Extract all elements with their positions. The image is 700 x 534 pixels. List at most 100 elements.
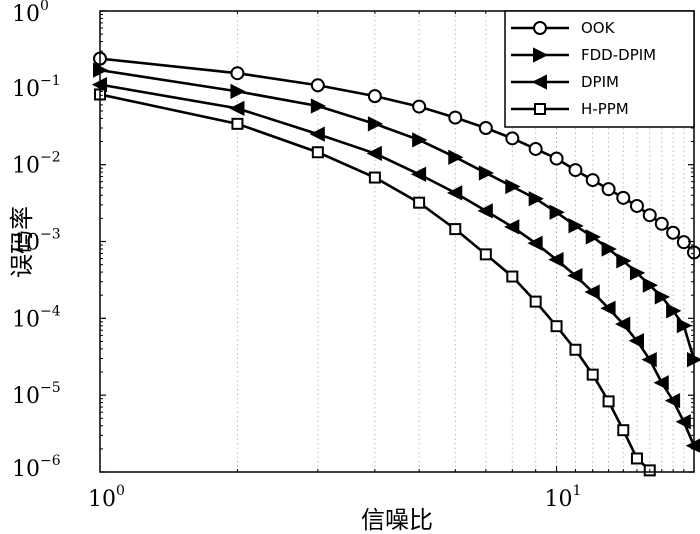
y-tick-label: 10−2 xyxy=(12,150,61,179)
legend-label: H-PPM xyxy=(581,100,629,118)
legend-label: DPIM xyxy=(581,73,619,91)
data-point-marker xyxy=(230,83,246,99)
x-axis-title: 信噪比 xyxy=(361,506,433,534)
data-point-marker xyxy=(550,320,563,333)
data-point-marker xyxy=(676,317,693,334)
data-point-marker xyxy=(309,126,325,142)
data-point-marker xyxy=(602,395,615,408)
series-fdd-dpim xyxy=(93,62,700,368)
data-point-marker xyxy=(229,100,245,117)
data-point-marker xyxy=(653,375,669,391)
data-point-marker xyxy=(366,145,382,162)
data-point-marker xyxy=(586,368,599,381)
data-point-marker xyxy=(654,216,669,231)
data-point-marker xyxy=(615,316,631,332)
legend-entry: DPIM xyxy=(511,73,619,91)
legend-entry: H-PPM xyxy=(511,100,629,118)
data-point-marker xyxy=(449,223,462,236)
data-point-marker xyxy=(413,196,426,209)
data-point-marker xyxy=(477,203,493,219)
legend-label: FDD-DPIM xyxy=(581,46,656,64)
legend-entry: FDD-DPIM xyxy=(511,46,656,64)
data-point-marker xyxy=(527,235,543,251)
data-point-marker xyxy=(506,270,519,283)
data-point-marker xyxy=(549,151,564,166)
data-point-marker xyxy=(528,191,544,207)
data-point-marker xyxy=(654,289,671,305)
data-point-marker xyxy=(617,424,630,437)
data-point-marker xyxy=(675,414,691,430)
series-line xyxy=(99,93,651,472)
data-point-marker xyxy=(616,190,631,205)
data-point-marker xyxy=(642,277,658,293)
data-point-marker xyxy=(569,343,582,356)
data-point-marker xyxy=(666,303,682,319)
data-point-marker xyxy=(504,219,520,235)
data-point-marker xyxy=(584,284,600,300)
data-point-marker xyxy=(478,165,495,181)
data-point-marker xyxy=(629,198,644,213)
data-point-marker xyxy=(505,178,521,195)
data-point-marker xyxy=(529,295,542,308)
data-point-marker xyxy=(412,99,427,114)
data-point-marker xyxy=(478,121,493,136)
legend-marker xyxy=(533,21,547,35)
data-point-marker xyxy=(676,235,691,250)
series-dpim xyxy=(91,77,700,453)
data-point-marker xyxy=(666,225,681,240)
data-point-marker xyxy=(528,141,543,156)
data-point-marker xyxy=(412,132,428,148)
data-point-marker xyxy=(479,248,492,261)
y-tick-label: 10−6 xyxy=(12,453,61,482)
data-point-marker xyxy=(585,173,600,188)
data-point-marker xyxy=(664,392,681,409)
data-point-marker xyxy=(548,252,564,268)
data-point-marker xyxy=(601,241,617,257)
data-point-marker xyxy=(630,452,643,465)
legend: OOK FDD-DPIM DPIM H-PPM xyxy=(504,10,695,128)
data-point-marker xyxy=(641,352,657,368)
legend-marker xyxy=(533,47,549,63)
legend-label: OOK xyxy=(581,19,616,37)
legend-marker xyxy=(531,74,547,90)
y-tick-label: 10−1 xyxy=(12,73,61,102)
data-point-marker xyxy=(310,98,327,114)
data-point-marker xyxy=(642,208,657,223)
data-point-marker xyxy=(230,66,245,81)
data-point-marker xyxy=(448,110,463,125)
series-ook xyxy=(93,51,700,260)
series-h-ppm xyxy=(94,88,656,477)
y-tick-label: 10−5 xyxy=(12,380,61,409)
data-point-marker xyxy=(600,300,616,316)
data-point-marker xyxy=(310,78,325,93)
data-point-marker xyxy=(585,229,601,245)
x-tick-label: 101 xyxy=(545,483,582,512)
data-point-marker xyxy=(628,333,644,349)
data-point-marker xyxy=(616,253,632,269)
data-point-marker xyxy=(568,163,583,178)
y-tick-label: 10−4 xyxy=(12,303,61,332)
data-point-marker xyxy=(447,185,463,201)
series-line xyxy=(99,83,696,447)
data-point-marker xyxy=(549,204,565,220)
data-point-marker xyxy=(568,218,584,234)
tick-labels: 100 10−1 10−2 10−3 10−4 10−5 10−6 100 101 xyxy=(12,0,581,512)
data-point-marker xyxy=(601,182,616,197)
y-tick-label: 10−3 xyxy=(12,227,61,256)
data-point-marker xyxy=(367,116,384,132)
data-point-marker xyxy=(410,166,427,182)
data-point-marker xyxy=(367,89,382,104)
series-layer xyxy=(91,51,700,477)
data-point-marker xyxy=(368,171,381,184)
y-tick-label: 100 xyxy=(12,0,49,27)
data-point-marker xyxy=(311,146,324,159)
legend-entry: OOK xyxy=(511,19,616,37)
data-point-marker xyxy=(629,265,646,281)
x-tick-label: 100 xyxy=(88,483,125,512)
data-point-marker xyxy=(505,131,520,146)
y-axis-title: 误码率 xyxy=(8,206,36,278)
data-point-marker xyxy=(231,117,244,130)
legend-marker xyxy=(534,103,546,115)
data-point-marker xyxy=(567,267,583,284)
